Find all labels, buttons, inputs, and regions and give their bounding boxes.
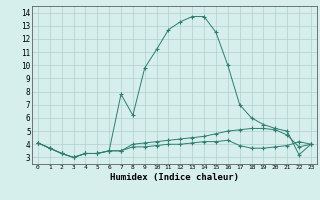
X-axis label: Humidex (Indice chaleur): Humidex (Indice chaleur) [110, 173, 239, 182]
